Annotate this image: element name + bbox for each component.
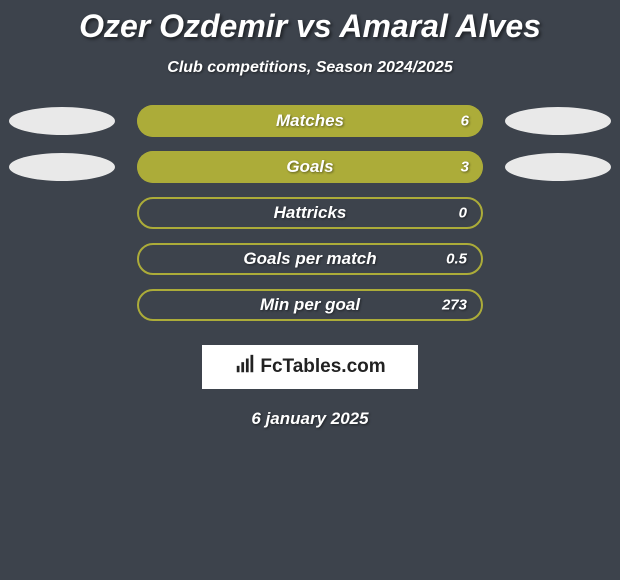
stat-value: 6	[461, 113, 469, 130]
player-right-ellipse	[505, 245, 611, 273]
stat-row: Matches6	[0, 105, 620, 137]
stat-label: Goals per match	[139, 249, 481, 269]
stat-label: Goals	[137, 157, 483, 177]
stat-row: Goals3	[0, 151, 620, 183]
logo-box: FcTables.com	[202, 345, 418, 389]
stat-label: Matches	[137, 111, 483, 131]
stat-value: 0.5	[446, 251, 467, 268]
stat-row: Goals per match0.5	[0, 243, 620, 275]
stat-row: Hattricks0	[0, 197, 620, 229]
player-left-ellipse	[9, 153, 115, 181]
stat-bar: Min per goal273	[137, 289, 483, 321]
stat-bar: Goals3	[137, 151, 483, 183]
date-label: 6 january 2025	[0, 409, 620, 429]
stat-label: Hattricks	[139, 203, 481, 223]
stat-row: Min per goal273	[0, 289, 620, 321]
site-logo: FcTables.com	[234, 353, 385, 381]
stat-bar: Goals per match0.5	[137, 243, 483, 275]
stat-bar: Hattricks0	[137, 197, 483, 229]
stat-label: Min per goal	[139, 295, 481, 315]
player-right-ellipse	[505, 107, 611, 135]
player-right-ellipse	[505, 153, 611, 181]
stat-value: 3	[461, 159, 469, 176]
player-right-ellipse	[505, 291, 611, 319]
player-left-ellipse	[9, 107, 115, 135]
comparison-chart: Matches6Goals3Hattricks0Goals per match0…	[0, 105, 620, 321]
player-left-ellipse	[9, 291, 115, 319]
stat-value: 0	[459, 205, 467, 222]
page-title: Ozer Ozdemir vs Amaral Alves	[0, 0, 620, 45]
stat-bar: Matches6	[137, 105, 483, 137]
logo-text: FcTables.com	[260, 356, 385, 378]
stat-value: 273	[442, 297, 467, 314]
player-left-ellipse	[9, 199, 115, 227]
player-left-ellipse	[9, 245, 115, 273]
player-right-ellipse	[505, 199, 611, 227]
subtitle: Club competitions, Season 2024/2025	[0, 59, 620, 77]
chart-icon	[234, 353, 256, 381]
